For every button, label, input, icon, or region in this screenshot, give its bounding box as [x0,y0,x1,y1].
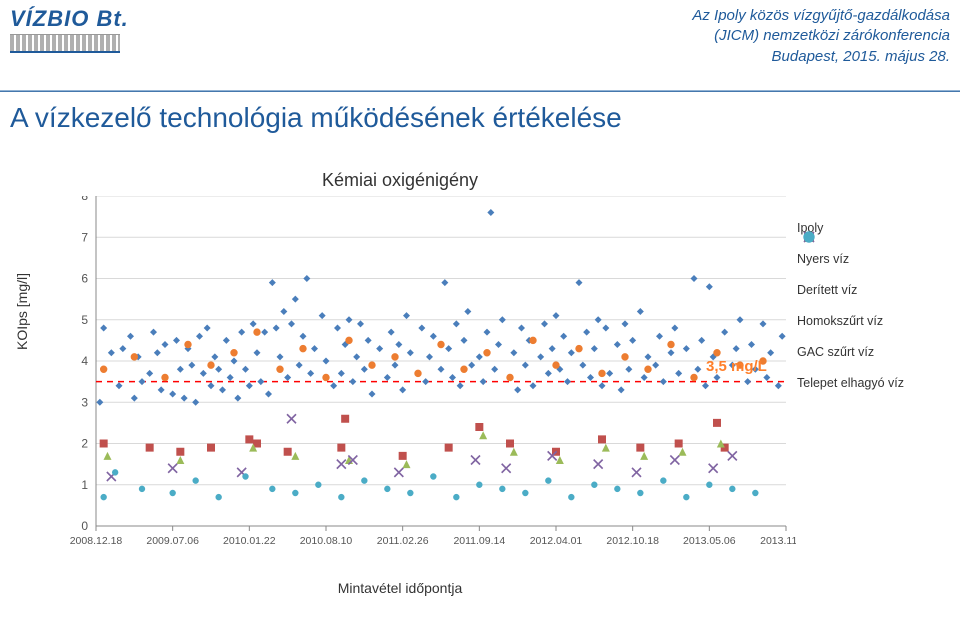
conf-line1: Az Ipoly közös vízgyűjtő-gazdálkodása [692,6,950,26]
telepet-marker-icon [776,377,789,390]
legend: Ipoly Nyers víz Derített víz Homokszűrt víz… [776,204,926,407]
svg-text:2011.02.26: 2011.02.26 [377,535,429,547]
nyers-marker-icon [776,253,789,266]
svg-text:2011.09.14: 2011.09.14 [453,535,505,547]
conf-line2: (JICM) nemzetközi zárókonferencia [692,26,950,46]
page-title: A vízkezelő technológia működésének érté… [10,102,622,134]
legend-item-telepet: Telepet elhagyó víz [776,376,926,390]
legend-label: Nyers víz [797,252,849,266]
svg-text:4: 4 [81,354,88,368]
svg-text:3: 3 [81,395,88,409]
x-axis-label: Mintavétel időpontja [40,580,760,596]
svg-text:2013.11.22: 2013.11.22 [760,535,796,547]
svg-text:8: 8 [81,196,88,203]
chart-title: Kémiai oxigénigény [40,170,760,191]
page: VÍZBIO Bt. Az Ipoly közös vízgyűjtő-gazd… [0,0,960,625]
legend-item-ipoly: Ipoly [776,221,926,235]
svg-text:2009.07.06: 2009.07.06 [146,535,199,547]
chart: Kémiai oxigénigény KOIps [mg/l] 01234567… [40,170,920,590]
svg-text:2012.10.18: 2012.10.18 [606,535,659,547]
legend-item-gac: GAC szűrt víz [776,345,926,359]
legend-label: Homokszűrt víz [797,314,883,328]
svg-text:2010.08.10: 2010.08.10 [300,535,353,547]
legend-label: GAC szűrt víz [797,345,874,359]
svg-text:1: 1 [81,478,88,492]
header-rule [0,90,960,92]
conf-line3: Budapest, 2015. május 28. [692,47,950,67]
svg-text:2013.05.06: 2013.05.06 [683,535,736,547]
svg-text:0: 0 [81,519,88,533]
legend-item-deritett: Derített víz [776,283,926,297]
refline-label: 3,5 mg/L [706,358,767,375]
svg-text:5: 5 [81,313,88,327]
ipoly-marker-icon [776,222,789,235]
logo-text: VÍZBIO Bt. [10,6,130,32]
homok-marker-icon [776,315,789,328]
gac-marker-icon [776,346,789,359]
legend-label: Derített víz [797,283,857,297]
logo-building-icon [10,34,120,52]
svg-text:2010.01.22: 2010.01.22 [223,535,276,547]
svg-text:6: 6 [81,272,88,286]
svg-text:2012.04.01: 2012.04.01 [530,535,583,547]
header: VÍZBIO Bt. Az Ipoly közös vízgyűjtő-gazd… [0,0,960,90]
svg-text:2008.12.18: 2008.12.18 [70,535,123,547]
legend-item-homok: Homokszűrt víz [776,314,926,328]
y-axis-label: KOIps [mg/l] [14,273,30,350]
legend-item-nyers: Nyers víz [776,252,926,266]
svg-text:7: 7 [81,230,88,244]
logo-block: VÍZBIO Bt. [10,6,130,52]
conference-info: Az Ipoly közös vízgyűjtő-gazdálkodása (J… [692,6,950,67]
deritett-marker-icon [776,284,789,297]
svg-text:2: 2 [81,437,88,451]
scatter-plot: 0 1 2 3 4 5 6 7 8 2008.12.18 2009.07.06 2010.01.22 2… [66,196,796,576]
legend-label: Telepet elhagyó víz [797,376,904,390]
